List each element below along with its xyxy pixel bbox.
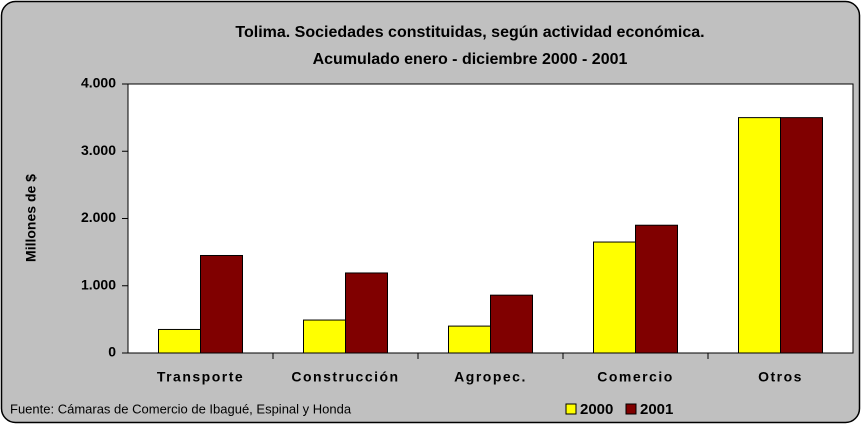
legend-label: 2000 [580,401,613,418]
legend-swatch [565,403,577,415]
source-note: Fuente: Cámaras de Comercio de Ibagué, E… [10,401,352,416]
y-tick-label: 0 [108,344,116,360]
bar [303,319,346,354]
bar [158,328,201,354]
y-axis-label: Millones de $ [23,174,39,262]
bar [635,224,678,354]
bar [448,325,491,354]
legend-swatch [625,403,637,415]
x-tick-label: Comercio [597,369,674,385]
x-tick-label: Construcción [291,369,399,385]
x-tick-label: Transporte [157,369,244,385]
y-tick-label: 4.000 [81,75,116,91]
y-tick-label: 2.000 [81,209,116,225]
bar [200,254,243,354]
bar [780,117,823,354]
bar [593,241,636,354]
bar [345,272,388,354]
y-tick-label: 1.000 [81,276,116,292]
y-tick-label: 3.000 [81,142,116,158]
x-tick-label: Otros [758,369,803,385]
chart-subtitle: Acumulado enero - diciembre 2000 - 2001 [313,51,628,68]
bar [738,117,781,354]
x-tick-label: Agropec. [454,369,527,385]
chart-title: Tolima. Sociedades constituidas, según a… [235,24,704,41]
legend-label: 2001 [640,401,673,418]
bar [490,294,533,354]
